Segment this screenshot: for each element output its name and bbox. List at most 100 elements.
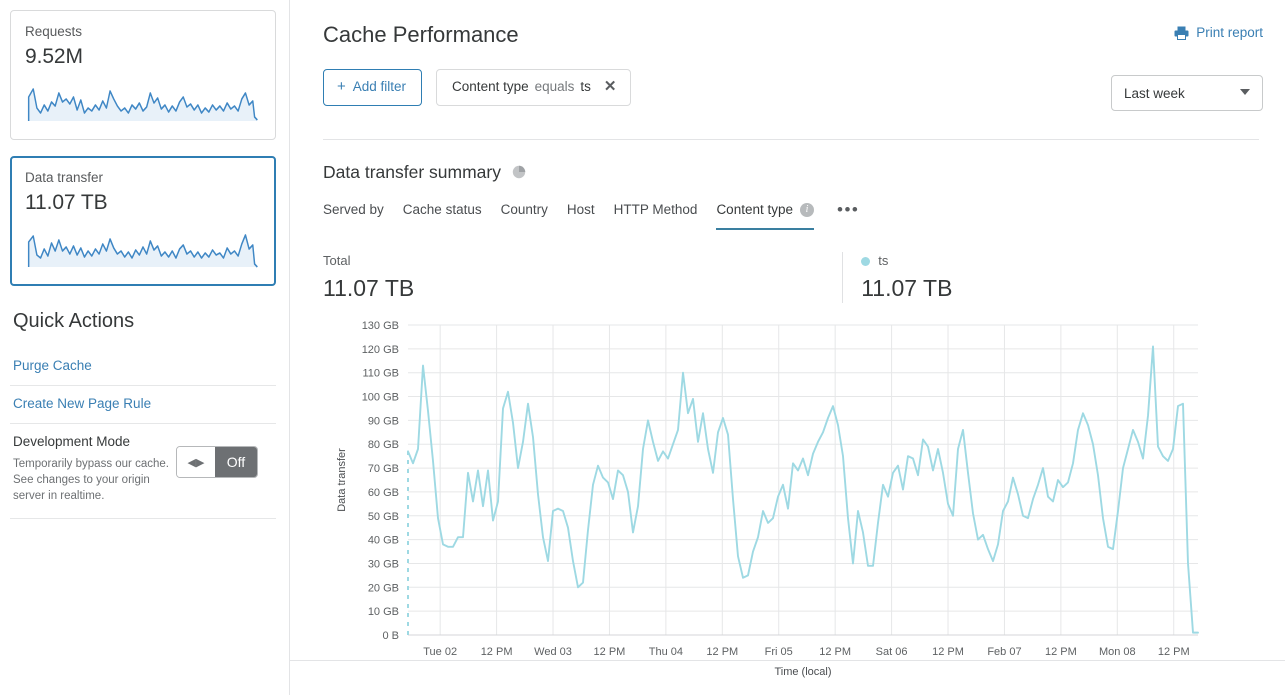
development-mode-description: Temporarily bypass our cache. See change… [13,458,169,502]
y-tick-label: 30 GB [368,558,399,570]
y-axis-label: Data transfer [336,448,348,512]
x-tick-label: Wed 03 [534,646,572,658]
tab-served-by[interactable]: Served by [323,201,384,230]
x-tick-label: 12 PM [819,646,851,658]
metric-card-value: 11.07 TB [25,191,108,214]
summary-metrics: Total 11.07 TB ts 11.07 TB [323,252,1263,303]
y-tick-label: 70 GB [368,463,399,475]
purge-cache-link[interactable]: Purge Cache [10,348,276,386]
x-tick-label: Mon 08 [1099,646,1136,658]
filter-field: Content type [452,79,529,94]
time-range-select[interactable]: Last week [1111,75,1263,111]
main-content: Cache Performance Print report + Add fil… [290,0,1285,695]
data-transfer-summary-panel: Data transfer summary Served by Cache st… [290,140,1285,682]
development-mode-toggle[interactable]: ◀▶ Off [176,446,258,478]
requests-sparkline [27,88,258,121]
plus-icon: + [337,78,346,95]
x-tick-label: 12 PM [932,646,964,658]
printer-icon [1174,26,1189,40]
y-tick-label: 50 GB [368,511,399,523]
summary-tabs: Served by Cache status Country Host HTTP… [323,200,1263,231]
x-tick-label: 12 PM [706,646,738,658]
tab-label: Content type [716,202,793,217]
y-tick-label: 100 GB [362,392,399,404]
add-filter-label: Add filter [352,79,407,94]
sidebar: Requests 9.52M Data transfer 11.07 TB Qu… [0,0,290,695]
quick-actions-title: Quick Actions [13,310,135,332]
y-tick-label: 80 GB [368,439,399,451]
tab-cache-status[interactable]: Cache status [403,201,482,230]
y-tick-label: 20 GB [368,582,399,594]
x-tick-label: Thu 04 [649,646,683,658]
y-tick-label: 110 GB [363,368,400,380]
tab-label: HTTP Method [613,202,698,217]
chevron-down-icon [1240,89,1250,95]
filter-operator: equals [534,79,575,94]
x-tick-label: 12 PM [594,646,626,658]
tab-http-method[interactable]: HTTP Method [614,201,698,230]
add-filter-button[interactable]: + Add filter [323,69,423,106]
x-tick-label: 12 PM [1045,646,1077,658]
development-mode-title: Development Mode [13,434,131,449]
x-tick-label: Fri 05 [765,646,793,658]
x-tick-label: Feb 07 [987,646,1021,658]
legend-dot-ts [861,256,871,266]
tab-country[interactable]: Country [501,201,548,230]
metric-total-value: 11.07 TB [323,275,415,301]
panel-title: Data transfer summary [323,162,501,182]
ellipsis-icon[interactable]: ••• [837,200,860,219]
series-line-ts [407,345,1199,634]
tab-host[interactable]: Host [567,201,595,230]
time-range-value: Last week [1124,85,1185,101]
y-tick-label: 120 GB [362,344,399,356]
tab-label: Cache status [402,202,482,217]
page-header: Cache Performance Print report + Add fil… [290,0,1285,140]
filter-value: ts [580,79,591,94]
tab-content-type[interactable]: Content type i [716,201,814,230]
y-tick-label: 130 GB [362,320,399,332]
y-tick-label: 40 GB [368,535,399,547]
y-tick-label: 60 GB [368,487,399,499]
metric-card-requests[interactable]: Requests 9.52M [10,10,276,140]
tab-label: Country [500,202,548,217]
close-icon[interactable]: ✕ [603,78,617,95]
metric-card-label: Requests [25,24,83,39]
development-mode-block: Development Mode Temporarily bypass our … [10,424,276,519]
metric-ts-value: 11.07 TB [861,275,953,301]
create-page-rule-link[interactable]: Create New Page Rule [10,386,276,424]
x-tick-label: Sat 06 [876,646,908,658]
y-tick-label: 10 GB [368,606,399,618]
metric-ts: ts 11.07 TB [842,252,992,303]
x-tick-label: Tue 02 [423,646,457,658]
panel-title-row: Data transfer summary [323,160,1263,184]
metric-ts-name: ts [878,253,889,268]
print-report-link[interactable]: Print report [1174,25,1263,40]
page-title: Cache Performance [323,22,519,47]
metric-total: Total 11.07 TB [323,252,454,303]
metric-card-value: 9.52M [25,45,83,68]
info-icon[interactable]: i [800,203,814,217]
data-transfer-sparkline [27,234,258,268]
chart-svg[interactable]: 0 B 10 GB 20 GB 30 GB 40 GB 50 GB 60 GB 70 GB 80… [323,317,1263,682]
left-right-arrow-icon: ◀▶ [177,447,215,477]
x-tick-label: 12 PM [481,646,513,658]
tab-label: Host [566,202,595,217]
header-divider [323,139,1259,140]
data-transfer-chart[interactable]: 0 B 10 GB 20 GB 30 GB 40 GB 50 GB 60 GB 70 GB 80… [323,317,1263,682]
toggle-state-label: Off [215,447,257,477]
filter-pill-content-type[interactable]: Content type equals ts ✕ [436,69,631,106]
metric-total-label: Total [323,253,351,268]
metric-ts-label: ts [861,252,952,270]
tab-label: Served by [323,202,384,217]
metric-card-data-transfer[interactable]: Data transfer 11.07 TB [10,156,276,286]
filter-row: + Add filter Content type equals ts ✕ [323,69,1259,106]
x-axis-label: Time (local) [774,666,831,678]
panel-bottom-divider [290,660,1285,661]
y-tick-label: 0 B [382,630,399,642]
print-report-label: Print report [1196,25,1263,40]
metric-card-label: Data transfer [25,170,104,185]
pie-chart-icon [512,165,526,179]
x-tick-label: 12 PM [1158,646,1190,658]
y-tick-label: 90 GB [368,415,399,427]
